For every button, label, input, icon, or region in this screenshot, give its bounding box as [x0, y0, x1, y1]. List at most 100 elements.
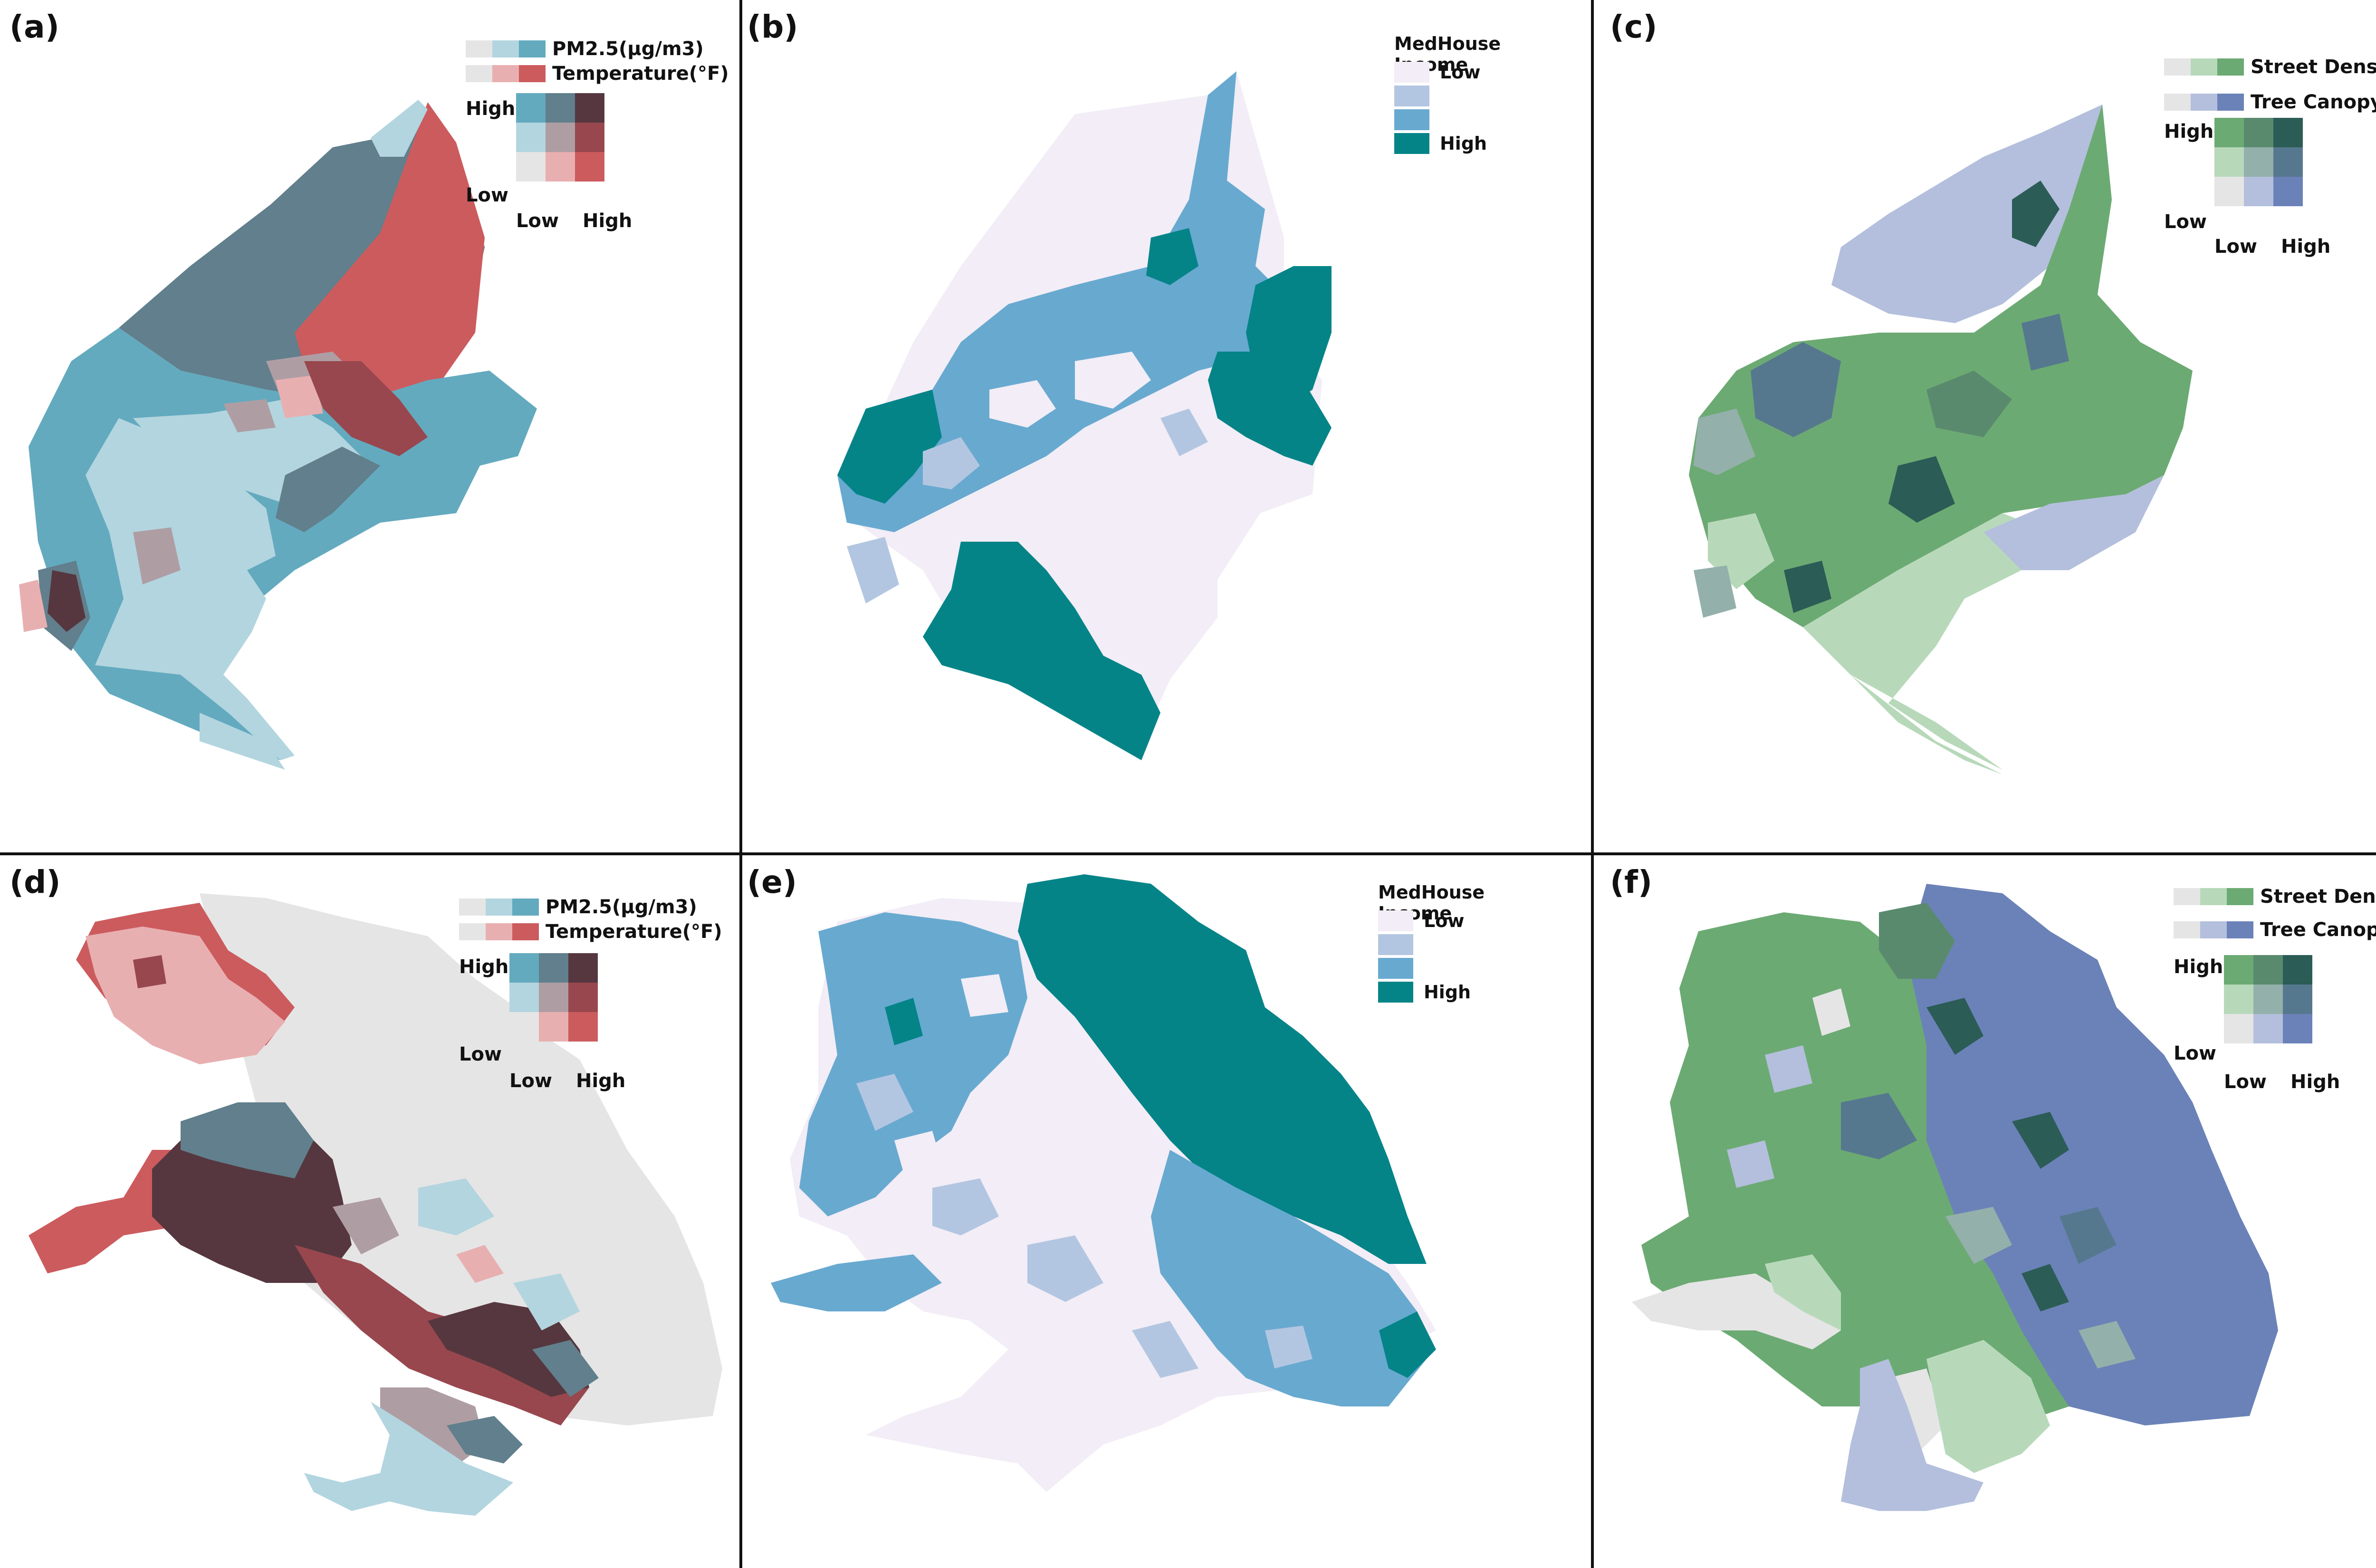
map-region	[371, 100, 428, 157]
legend-var1-label: Street Density	[2260, 886, 2376, 908]
map-region	[923, 437, 980, 489]
legend-grid	[2224, 955, 2312, 1043]
map-region	[1151, 1150, 1427, 1406]
legend-low-label: Low	[2174, 1042, 2216, 1064]
panel-e: (e) MedHouse Income Low High	[742, 855, 1591, 1568]
map-region	[333, 1197, 399, 1254]
legend-swatch	[492, 65, 519, 82]
legend-swatch	[466, 40, 492, 57]
legend-grid	[2214, 118, 2303, 206]
legend-swatch	[519, 65, 546, 82]
legend-low-label: Low	[1424, 910, 1465, 931]
map-b	[837, 71, 1332, 760]
legend-x-high-label: High	[576, 1070, 626, 1092]
map-region	[304, 361, 428, 456]
map-region	[295, 102, 485, 418]
legend-x-low-label: Low	[516, 210, 559, 232]
map-region	[923, 542, 1160, 760]
map-region	[86, 418, 295, 760]
map-region	[380, 1387, 485, 1473]
legend-swatch	[1378, 934, 1413, 955]
legend-var2-label: Temperature(°F)	[552, 63, 729, 85]
map-region	[1812, 988, 1850, 1036]
map-region	[48, 570, 86, 632]
legend-swatch	[512, 923, 539, 940]
map-region	[1632, 1273, 1841, 1349]
legend-high-label: High	[1440, 133, 1487, 154]
map-region	[1926, 998, 1983, 1055]
legend-high-label: High	[466, 98, 516, 120]
map-e	[771, 874, 1436, 1492]
legend-swatch	[486, 899, 512, 916]
legend-low-label: Low	[459, 1043, 502, 1065]
map-region	[447, 1416, 523, 1463]
legend-swatch	[2227, 921, 2253, 938]
map-c	[1689, 105, 2193, 774]
legend-swatch	[2164, 94, 2191, 111]
legend-low-label: Low	[2164, 211, 2207, 233]
map-region	[1926, 1340, 2050, 1473]
legend-swatch	[1378, 958, 1413, 979]
legend-swatch	[2200, 921, 2227, 938]
divider-vertical-left	[739, 0, 742, 1568]
legend-swatch	[2191, 58, 2217, 76]
map-region	[1751, 342, 1841, 437]
map-region	[2022, 1264, 2069, 1311]
map-region	[932, 1178, 999, 1235]
legend-high-label: High	[1424, 982, 1471, 1003]
map-region	[894, 1131, 942, 1174]
legend-grid	[509, 953, 598, 1042]
panel-d: (d) PM2.5(μg/m3) Temperature(°F) High Lo…	[0, 855, 739, 1568]
legend-x-low-label: Low	[2224, 1071, 2267, 1093]
divider-vertical-right	[1591, 0, 1594, 1568]
legend-var1-label: Street Density	[2251, 56, 2376, 78]
map-region	[1075, 352, 1151, 409]
map-region	[1208, 352, 1332, 466]
map-region	[1027, 1235, 1103, 1302]
legend-row-mid1	[1378, 934, 1413, 955]
legend-swatch	[466, 65, 492, 82]
panel-label: (b)	[747, 9, 798, 45]
legend-row-var1: PM2.5(μg/m3)	[459, 896, 697, 918]
map-region	[1132, 1321, 1198, 1378]
map-region	[2079, 1321, 2136, 1368]
legend-low-label: Low	[1440, 62, 1481, 83]
legend-swatch	[2200, 888, 2227, 905]
divider-horizontal	[0, 852, 2376, 855]
legend-swatch	[1378, 982, 1413, 1003]
panel-a: (a) PM2.5(μg/m3) Temperature(°F) High Lo…	[0, 0, 739, 852]
panel-label: (a)	[10, 9, 59, 45]
legend-swatch	[2191, 94, 2217, 111]
legend-var2-label: Temperature(°F)	[546, 921, 722, 943]
map-region	[961, 974, 1008, 1017]
legend-x-low-label: Low	[509, 1070, 552, 1092]
map-region	[885, 998, 923, 1045]
legend-swatch	[2217, 58, 2244, 76]
legend-row-var2: Temperature(°F)	[466, 63, 729, 85]
map-region	[771, 1254, 942, 1311]
map-region	[1694, 409, 1755, 475]
map-region	[1803, 513, 2050, 770]
map-region	[456, 1245, 504, 1283]
map-region	[1983, 475, 2164, 570]
legend-var2-label: Tree Canopy	[2251, 91, 2376, 113]
map-region	[19, 580, 48, 632]
map-region	[1945, 1207, 2012, 1264]
legend-row-var2: Tree Canopy	[2174, 919, 2376, 941]
legend-x-high-label: High	[2281, 236, 2331, 258]
legend-var1-label: PM2.5(μg/m3)	[552, 38, 704, 60]
panel-label: (d)	[10, 864, 61, 900]
legend-x-low-label: Low	[2214, 236, 2257, 258]
map-region	[1784, 561, 1831, 613]
map-region	[1379, 1311, 1436, 1378]
map-region	[513, 1273, 580, 1330]
legend-swatch	[486, 923, 512, 940]
map-d	[29, 893, 722, 1516]
map-region	[133, 955, 166, 988]
map-region	[532, 1340, 599, 1397]
map-region	[1765, 1254, 1841, 1330]
map-region	[276, 375, 323, 418]
legend-row-high: High	[1394, 133, 1487, 154]
legend-swatch	[519, 40, 546, 57]
legend-row-var1: Street Density	[2164, 56, 2376, 78]
